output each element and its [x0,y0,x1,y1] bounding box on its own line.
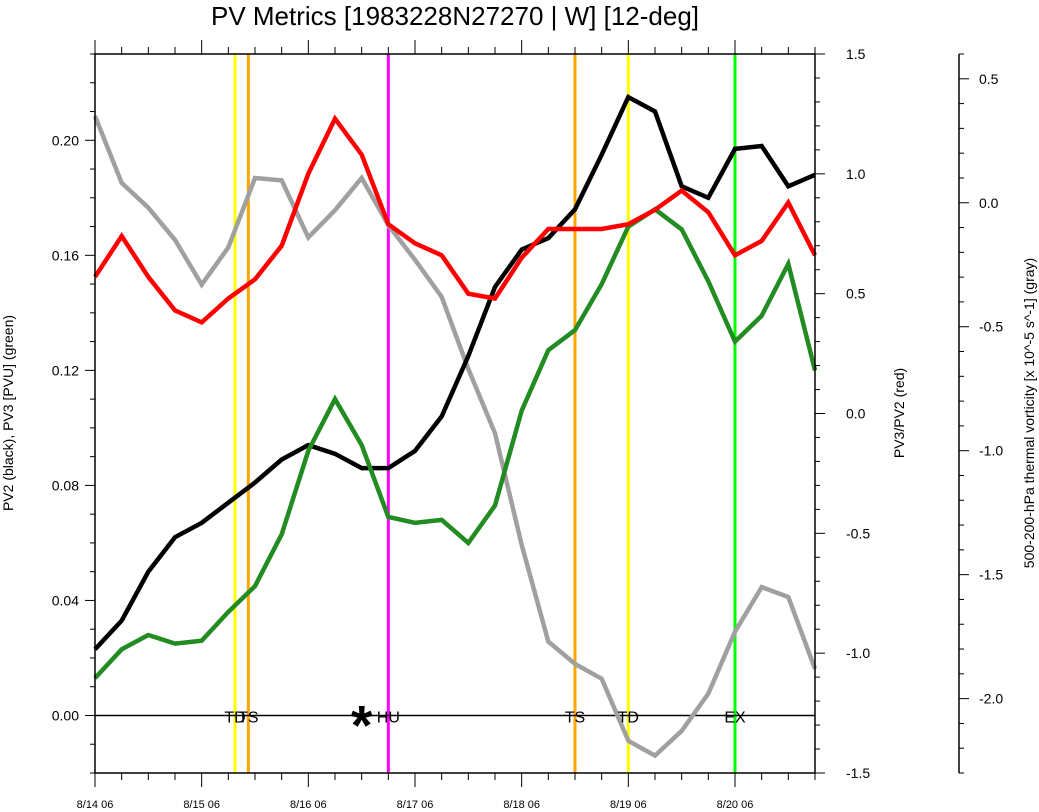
right-axis-label: PV3/PV2 (red) [891,368,907,458]
date-tick-label: 8/18 06 [503,799,540,811]
right-tick-label: -1.0 [846,645,870,661]
event-label-4: TD [618,709,639,726]
right-tick-label: -1.5 [846,765,870,781]
series-lines [92,93,818,759]
right-tick-label: 1.0 [846,166,866,182]
event-label-2: HU [377,709,400,726]
date-tick-label: 8/17 06 [397,799,434,811]
event-label-3: TS [565,709,585,726]
left-tick-label: 0.04 [52,592,79,608]
right-tick-label: 0.0 [846,406,866,422]
far-right-tick-label: -1.0 [979,443,1003,459]
series-line-2 [93,114,818,326]
far-right-tick-label: 0.0 [979,195,999,211]
far-right-tick-label: -0.5 [979,319,1003,335]
event-label-5: EX [724,709,746,726]
left-tick-label: 0.00 [52,707,79,723]
far-right-axis-label: 500-200-hPa thermal vorticity [x 10^-5 s… [1021,258,1037,568]
right-tick-label: 1.5 [846,46,866,62]
far-right-tick-label: -1.5 [979,567,1003,583]
date-tick-label: 8/19 06 [610,799,647,811]
series-line-3 [92,115,818,759]
left-tick-label: 0.20 [52,132,79,148]
left-tick-label: 0.16 [52,247,79,263]
event-lines [233,54,737,773]
storm-marker-asterisk: * [351,693,373,756]
chart-title: PV Metrics [1983228N27270 | W] [12-deg] [211,1,699,31]
left-axis-label: PV2 (black), PV3 [PVU] (green) [0,315,16,511]
far-right-tick-label: 0.5 [979,71,999,87]
plot-frame [94,53,816,774]
date-tick-label: 8/16 06 [290,799,327,811]
event-label-0: TD [224,709,245,726]
series-line-1 [93,206,818,680]
far-right-tick-label: -2.0 [979,691,1003,707]
series-line-0 [93,93,816,651]
axes: 0.00 0.04 0.08 0.12 0.16 0.20 -1.5 -1.0 -0.5 0.0 0… [52,40,1003,811]
right-tick-label: -0.5 [846,525,870,541]
date-tick-label: 8/14 06 [77,799,114,811]
left-tick-label: 0.12 [52,362,79,378]
date-tick-label: 8/20 06 [717,799,754,811]
date-tick-label: 8/15 06 [183,799,220,811]
left-tick-label: 0.08 [52,477,79,493]
right-tick-label: 0.5 [846,286,866,302]
event-label-1: TS [238,709,258,726]
